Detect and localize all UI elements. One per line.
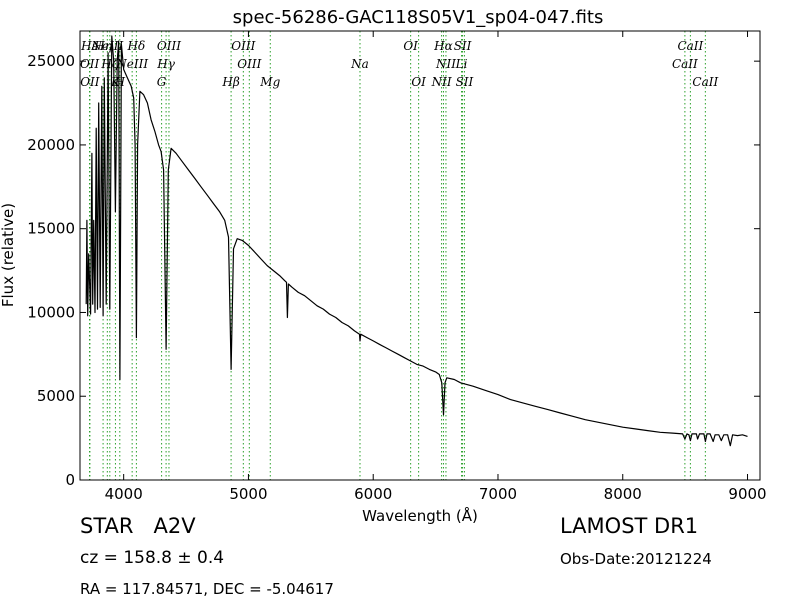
object-subclass: A2V (153, 514, 196, 538)
line-label: OIII (231, 39, 255, 53)
observation-date: Obs-Date:20121224 (560, 550, 712, 568)
line-label: Hε (80, 39, 98, 53)
line-label: Hβ (221, 75, 239, 89)
line-label: CaII (692, 75, 718, 89)
line-label: CaII (672, 57, 698, 71)
x-tick-label: 6000 (354, 485, 392, 503)
line-label: Hζ (100, 57, 119, 71)
line-label: NII (431, 75, 452, 89)
line-label: OI (403, 39, 418, 53)
line-label: CaII (677, 39, 703, 53)
x-axis-label: Wavelength (Å) (362, 506, 478, 525)
y-tick-label: 20000 (27, 136, 75, 154)
object-classification: STAR A2V (80, 514, 196, 538)
line-label: SII (456, 75, 474, 89)
line-label: OII (80, 75, 100, 89)
line-label: NeIII (115, 57, 148, 71)
y-tick-label: 15000 (27, 220, 75, 238)
y-tick-label: 25000 (27, 52, 75, 70)
line-label: H (114, 75, 126, 89)
line-label: Hγ (156, 57, 175, 71)
survey-name: LAMOST DR1 (560, 514, 699, 538)
line-markers (89, 31, 706, 480)
x-tick-label: 8000 (604, 485, 642, 503)
line-label: Mg (259, 75, 280, 89)
line-label: SII (454, 39, 472, 53)
line-label: OIII (157, 39, 181, 53)
line-labels: HεOIIOIIHηHζNeIIIKHHδNeIIIOIIIHγGOIIIOII… (80, 39, 719, 89)
x-tick-label: 4000 (105, 485, 143, 503)
line-label: OII (80, 57, 100, 71)
x-tick-label: 5000 (229, 485, 267, 503)
x-tick-label: 7000 (479, 485, 517, 503)
redshift-cz: cz = 158.8 ± 0.4 (80, 548, 225, 568)
y-axis-ticks: 0 5000 10000 15000 20000 25000 (27, 52, 760, 489)
y-axis-label: Flux (relative) (0, 203, 17, 307)
line-label: NeIII (90, 39, 123, 53)
y-tick-label: 0 (65, 471, 75, 489)
line-label: NII (435, 57, 456, 71)
line-label: OIII (237, 57, 261, 71)
plot-frame (79, 30, 761, 481)
y-tick-label: 10000 (27, 303, 75, 321)
line-label: K (110, 75, 121, 89)
line-label: OI (411, 75, 426, 89)
line-label: Li (455, 57, 468, 71)
x-tick-label: 9000 (728, 485, 766, 503)
line-label: Na (350, 57, 369, 71)
object-type: STAR (80, 514, 134, 538)
line-label: Hδ (127, 39, 146, 53)
spectrum-line (85, 35, 748, 447)
y-tick-label: 5000 (37, 387, 75, 405)
x-axis-ticks: 4000 5000 6000 7000 8000 9000 (105, 31, 767, 503)
chart-title: spec-56286-GAC118S05V1_sp04-047.fits (233, 7, 604, 28)
line-label: Hα (433, 39, 453, 53)
line-label: Hη (93, 39, 112, 53)
ra-dec-coordinates: RA = 117.84571, DEC = -5.04617 (80, 580, 334, 598)
line-label: G (157, 75, 167, 89)
